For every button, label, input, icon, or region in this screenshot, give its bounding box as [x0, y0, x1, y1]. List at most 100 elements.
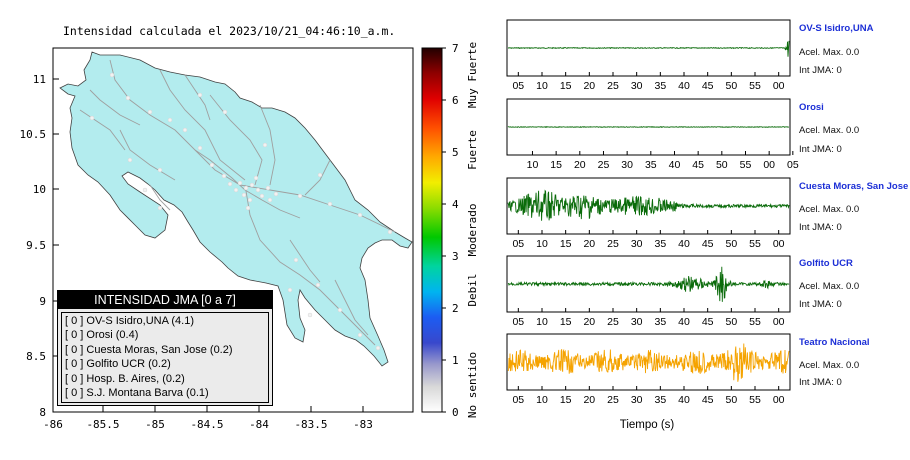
chart-title: Intensidad calculada el 2023/10/21_04:46…	[63, 24, 395, 38]
time-tick-label: 10	[536, 394, 548, 406]
station-int: Int JMA: 0	[799, 299, 842, 310]
colorbar	[421, 47, 443, 413]
colorbar-tick-label: 0	[452, 406, 459, 419]
time-tick-label: 00	[773, 394, 785, 406]
time-tick-label: 55	[749, 394, 761, 406]
time-tick-label: 40	[669, 159, 681, 171]
station-int: Int JMA: 0	[799, 65, 842, 76]
y-tick-label: 8.5	[26, 350, 46, 363]
time-tick-label: 20	[583, 316, 595, 328]
map-x-axis: -86 -85.5 -85 -84.5 -84 -83.5 -83	[43, 406, 373, 431]
time-tick-label: 25	[607, 316, 619, 328]
station-name: Teatro Nacional	[799, 337, 870, 348]
time-tick-label: 05	[512, 80, 524, 92]
waveform-trace	[507, 343, 790, 382]
x-axis-label: Tiempo (s)	[620, 419, 675, 431]
time-tick-label: 55	[740, 159, 752, 171]
station-name: Cuesta Moras, San Jose	[799, 181, 909, 192]
time-tick-label: 45	[702, 80, 714, 92]
colorbar-tick-label: 1	[452, 354, 459, 367]
legend-rows: [ 0 ] OV-S Isidro,UNA (4.1) [ 0 ] Orosi …	[61, 312, 269, 404]
time-tick-label: 30	[631, 394, 643, 406]
time-tick-label: 45	[702, 394, 714, 406]
time-tick-label: 00	[773, 80, 785, 92]
time-tick-label: 40	[678, 316, 690, 328]
time-tick-label: 35	[654, 238, 666, 250]
costa-rica-land	[59, 51, 413, 367]
time-tick-label: 35	[654, 394, 666, 406]
station-acel: Acel. Max. 0.0	[799, 281, 860, 292]
time-tick-label: 20	[583, 394, 595, 406]
colorbar-tick-label: 4	[452, 198, 459, 211]
colorbar-level-label: Moderado	[466, 204, 479, 257]
legend-row: [ 0 ] Hosp. B. Aires, (0.2)	[65, 372, 185, 385]
waveform-panels: 05 10 15 20 25 30 35 40 45 50 55 00 10 15 20 25 30 35 40 45…	[506, 19, 799, 406]
time-tick-label: 00	[773, 316, 785, 328]
time-tick-label: 40	[678, 238, 690, 250]
time-tick-label: 30	[631, 80, 643, 92]
time-tick-label: 25	[607, 238, 619, 250]
time-tick-label: 05	[512, 316, 524, 328]
time-tick-label: 30	[621, 159, 633, 171]
x-tick-label: -84	[249, 418, 269, 431]
time-tick-label: 10	[527, 159, 539, 171]
x-tick-label: -85	[145, 418, 165, 431]
y-tick-label: 10.5	[20, 128, 47, 141]
time-tick-label: 50	[716, 159, 728, 171]
y-tick-label: 9	[39, 295, 46, 308]
colorbar-levels: No sentido Debil Moderado Fuerte Muy Fuerte	[466, 42, 479, 418]
y-tick-label: 10	[33, 183, 46, 196]
x-tick-label: -86	[43, 418, 63, 431]
time-tick-label: 35	[645, 159, 657, 171]
x-tick-label: -83	[353, 418, 373, 431]
time-tick-label: 15	[550, 159, 562, 171]
station-name: Golfito UCR	[799, 258, 853, 269]
colorbar-level-label: Debil	[466, 273, 479, 306]
time-tick-label: 15	[560, 80, 572, 92]
colorbar-tick-label: 3	[452, 250, 459, 263]
time-tick-label: 45	[702, 238, 714, 250]
station-int: Int JMA: 0	[799, 377, 842, 388]
time-tick-label: 35	[654, 316, 666, 328]
time-tick-label: 55	[749, 80, 761, 92]
colorbar-level-label: No sentido	[466, 352, 479, 418]
time-tick-label: 05	[787, 159, 799, 171]
legend-row: [ 0 ] Golfito UCR (0.2)	[65, 358, 171, 371]
y-tick-label: 11	[33, 73, 46, 86]
y-tick-label: 9.5	[26, 239, 46, 252]
time-tick-label: 50	[725, 394, 737, 406]
colorbar-level-label: Muy Fuerte	[466, 42, 479, 108]
legend-row: [ 0 ] Orosi (0.4)	[65, 329, 139, 342]
colorbar-tick-label: 6	[452, 94, 459, 107]
station-int: Int JMA: 0	[799, 222, 842, 233]
legend-row: [ 0 ] S.J. Montana Barva (0.1)	[65, 387, 209, 400]
time-tick-label: 35	[654, 80, 666, 92]
time-tick-label: 20	[583, 238, 595, 250]
time-tick-label: 15	[560, 316, 572, 328]
intensity-legend: INTENSIDAD JMA [0 a 7] [ 0 ] OV-S Isidro…	[57, 290, 273, 406]
time-tick-label: 25	[607, 394, 619, 406]
time-tick-label: 30	[631, 238, 643, 250]
x-tick-label: -83.5	[294, 418, 327, 431]
time-tick-label: 15	[560, 238, 572, 250]
station-acel: Acel. Max. 0.0	[799, 47, 860, 58]
station-int: Int JMA: 0	[799, 144, 842, 155]
time-tick-label: 30	[631, 316, 643, 328]
station-acel: Acel. Max. 0.0	[799, 204, 860, 215]
time-tick-label: 20	[574, 159, 586, 171]
station-dots	[89, 72, 393, 351]
colorbar-level-label: Fuerte	[466, 130, 479, 170]
station-acel: Acel. Max. 0.0	[799, 125, 860, 136]
legend-title: INTENSIDAD JMA [0 a 7]	[58, 291, 272, 309]
time-tick-label: 05	[512, 394, 524, 406]
time-tick-label: 25	[607, 80, 619, 92]
time-tick-label: 50	[725, 316, 737, 328]
time-tick-label: 45	[702, 316, 714, 328]
time-tick-label: 10	[536, 238, 548, 250]
colorbar-tick-label: 7	[452, 42, 459, 55]
waveform-trace	[507, 126, 789, 128]
colorbar-tick-label: 5	[452, 146, 459, 159]
time-tick-label: 55	[749, 316, 761, 328]
legend-row: [ 0 ] Cuesta Moras, San Jose (0.2)	[65, 343, 233, 356]
